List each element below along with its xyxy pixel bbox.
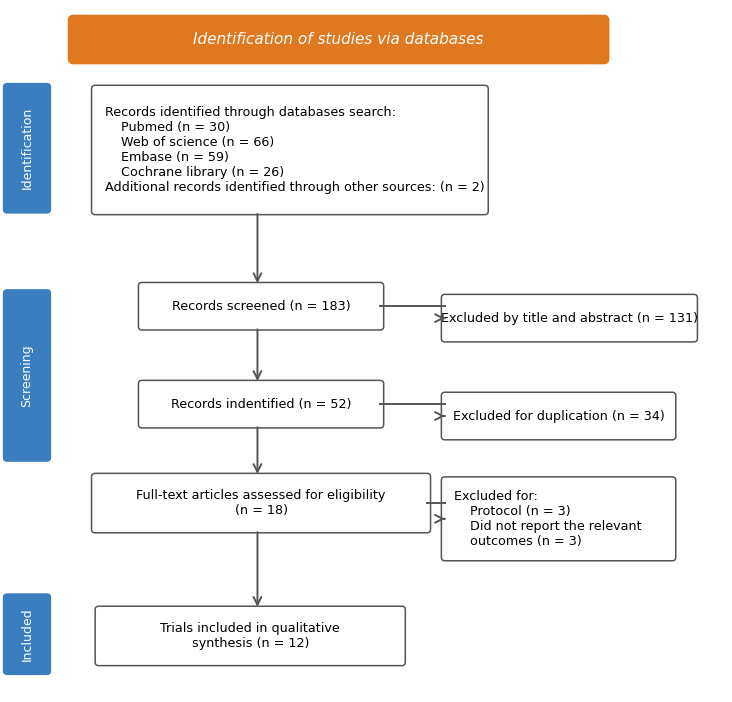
FancyBboxPatch shape [3, 289, 51, 462]
FancyBboxPatch shape [3, 83, 51, 213]
Text: Records indentified (n = 52): Records indentified (n = 52) [171, 397, 351, 411]
Text: Records identified through databases search:
    Pubmed (n = 30)
    Web of scie: Records identified through databases sea… [105, 106, 484, 194]
Text: Identification: Identification [20, 107, 34, 190]
FancyBboxPatch shape [92, 86, 488, 215]
Text: Identification of studies via databases: Identification of studies via databases [193, 32, 484, 47]
FancyBboxPatch shape [92, 473, 430, 533]
FancyBboxPatch shape [138, 380, 384, 428]
FancyBboxPatch shape [441, 477, 676, 561]
FancyBboxPatch shape [441, 294, 698, 342]
Text: Full-text articles assessed for eligibility
(n = 18): Full-text articles assessed for eligibil… [136, 489, 386, 517]
FancyBboxPatch shape [95, 607, 406, 665]
Text: Screening: Screening [20, 344, 34, 406]
Text: Excluded by title and abstract (n = 131): Excluded by title and abstract (n = 131) [441, 312, 698, 324]
FancyBboxPatch shape [3, 593, 51, 675]
FancyBboxPatch shape [138, 282, 384, 330]
Text: Excluded for:
    Protocol (n = 3)
    Did not report the relevant
    outcomes : Excluded for: Protocol (n = 3) Did not r… [455, 490, 642, 548]
Text: Trials included in qualitative
synthesis (n = 12): Trials included in qualitative synthesis… [160, 622, 340, 650]
FancyBboxPatch shape [441, 392, 676, 439]
Text: Excluded for duplication (n = 34): Excluded for duplication (n = 34) [452, 409, 665, 423]
Text: Included: Included [20, 607, 34, 661]
FancyBboxPatch shape [68, 15, 610, 65]
Text: Records screened (n = 183): Records screened (n = 183) [172, 300, 351, 313]
